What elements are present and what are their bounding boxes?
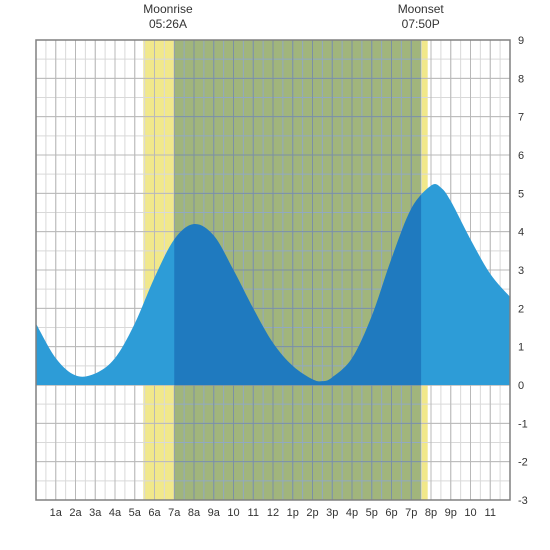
svg-text:6: 6 bbox=[518, 150, 524, 162]
svg-text:2a: 2a bbox=[69, 507, 82, 519]
svg-text:1: 1 bbox=[518, 342, 524, 354]
svg-text:8p: 8p bbox=[425, 507, 437, 519]
svg-text:2: 2 bbox=[518, 303, 524, 315]
svg-text:9a: 9a bbox=[208, 507, 221, 519]
moonset-title: Moonset bbox=[398, 2, 444, 17]
svg-text:3p: 3p bbox=[326, 507, 338, 519]
moonset-time: 07:50P bbox=[398, 17, 444, 32]
svg-text:9: 9 bbox=[518, 35, 524, 47]
svg-text:7: 7 bbox=[518, 112, 524, 124]
svg-text:2p: 2p bbox=[306, 507, 318, 519]
svg-text:10: 10 bbox=[464, 507, 476, 519]
svg-text:1a: 1a bbox=[50, 507, 63, 519]
svg-text:8: 8 bbox=[518, 73, 524, 85]
svg-text:6a: 6a bbox=[148, 507, 161, 519]
svg-text:3: 3 bbox=[518, 265, 524, 277]
svg-text:6p: 6p bbox=[385, 507, 397, 519]
svg-text:0: 0 bbox=[518, 380, 524, 392]
svg-text:4p: 4p bbox=[346, 507, 358, 519]
svg-text:9p: 9p bbox=[445, 507, 457, 519]
tide-moon-chart: Moonrise 05:26A Moonset 07:50P 1a2a3a4a5… bbox=[0, 0, 550, 550]
chart-svg: 1a2a3a4a5a6a7a8a9a1011121p2p3p4p5p6p7p8p… bbox=[0, 0, 550, 550]
svg-text:11: 11 bbox=[485, 507, 496, 519]
svg-text:7a: 7a bbox=[168, 507, 181, 519]
svg-text:5p: 5p bbox=[366, 507, 378, 519]
svg-text:11: 11 bbox=[248, 507, 259, 519]
svg-text:-1: -1 bbox=[518, 418, 528, 430]
svg-text:10: 10 bbox=[227, 507, 239, 519]
moonrise-time: 05:26A bbox=[143, 17, 192, 32]
svg-text:-2: -2 bbox=[518, 457, 528, 469]
svg-text:12: 12 bbox=[267, 507, 279, 519]
svg-text:8a: 8a bbox=[188, 507, 201, 519]
moonrise-label: Moonrise 05:26A bbox=[143, 2, 192, 32]
svg-text:3a: 3a bbox=[89, 507, 102, 519]
moonset-label: Moonset 07:50P bbox=[398, 2, 444, 32]
svg-text:5a: 5a bbox=[129, 507, 142, 519]
svg-text:7p: 7p bbox=[405, 507, 417, 519]
svg-text:-3: -3 bbox=[518, 495, 528, 507]
svg-text:5: 5 bbox=[518, 188, 524, 200]
moonrise-title: Moonrise bbox=[143, 2, 192, 17]
svg-text:1p: 1p bbox=[287, 507, 299, 519]
svg-text:4: 4 bbox=[518, 227, 524, 239]
svg-text:4a: 4a bbox=[109, 507, 122, 519]
